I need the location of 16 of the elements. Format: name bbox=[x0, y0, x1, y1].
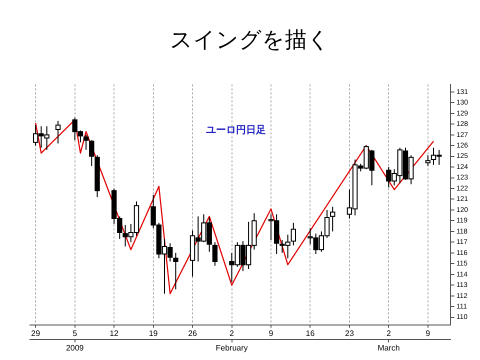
x-tick-label: 9 bbox=[426, 328, 431, 338]
x-tick-label: 19 bbox=[148, 328, 158, 338]
x-tick-label: 12 bbox=[110, 328, 120, 338]
x-tick-label: 23 bbox=[344, 328, 354, 338]
chart-title: スイングを描く bbox=[170, 28, 330, 53]
x-tick-label: 26 bbox=[188, 328, 198, 338]
x-tick-label: 2 bbox=[230, 328, 235, 338]
x2-tick-label: March bbox=[378, 343, 400, 352]
x-tick-label: 9 bbox=[268, 328, 274, 338]
x2-tick-label: 2009 bbox=[66, 343, 84, 352]
x-tick-label: 29 bbox=[31, 328, 41, 338]
x-tick-label: 2 bbox=[386, 328, 392, 338]
x-tick-label: 5 bbox=[72, 328, 78, 338]
annotation: ユーロ円日足 bbox=[206, 124, 266, 136]
x2-tick-label: February bbox=[216, 343, 248, 352]
x-tick-label: 16 bbox=[306, 328, 316, 338]
